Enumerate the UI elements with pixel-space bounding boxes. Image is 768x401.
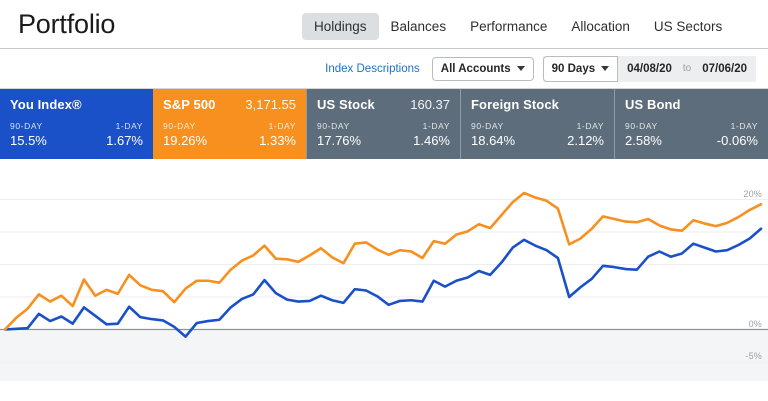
accounts-select[interactable]: All Accounts <box>431 56 534 81</box>
y-axis-tick-label: 0% <box>748 318 762 329</box>
card-values: 18.64% 2.12% <box>471 133 604 148</box>
card-period-value: 2.58% <box>625 133 662 148</box>
main-tabs: Holdings Balances Performance Allocation US … <box>302 13 734 40</box>
card-values: 15.5% 1.67% <box>10 133 143 148</box>
card-period-value: 15.5% <box>10 133 47 148</box>
card-day-label: 1-DAY <box>268 121 296 131</box>
tab-performance[interactable]: Performance <box>470 19 548 34</box>
card-day-value: 2.12% <box>567 133 604 148</box>
card-period-labels: 90-DAY 1-DAY <box>471 121 604 131</box>
card-index-value: 160.37 <box>410 97 450 112</box>
card-day-label: 1-DAY <box>576 121 604 131</box>
card-header: You Index® <box>10 97 143 112</box>
card-header: US Bond <box>625 97 758 112</box>
card-title: US Bond <box>625 97 681 112</box>
card-header: US Stock 160.37 <box>317 97 450 112</box>
accounts-select-label: All Accounts <box>440 62 511 75</box>
index-cards: You Index® 90-DAY 1-DAY 15.5% 1.67% S&P 500 3,… <box>0 89 768 170</box>
period-select-label: 90 Days <box>551 62 596 75</box>
card-day-value: 1.33% <box>259 133 296 148</box>
chart-line-you-index <box>3 227 763 338</box>
y-axis-tick-label: -5% <box>745 351 762 361</box>
date-range-group: 90 Days 04/08/20 to 07/06/20 <box>542 55 756 82</box>
chevron-down-icon <box>601 66 610 71</box>
card-period-label: 90-DAY <box>625 121 658 131</box>
card-period-labels: 90-DAY 1-DAY <box>317 121 450 131</box>
performance-chart: 20% 0% -5% <box>0 159 768 381</box>
card-period-label: 90-DAY <box>471 121 504 131</box>
period-select[interactable]: 90 Days <box>542 55 619 82</box>
card-period-label: 90-DAY <box>163 121 196 131</box>
index-descriptions-link[interactable]: Index Descriptions <box>325 62 420 75</box>
card-period-labels: 90-DAY 1-DAY <box>163 121 296 131</box>
filter-bar: Index Descriptions All Accounts 90 Days … <box>0 49 768 89</box>
card-period-label: 90-DAY <box>317 121 350 131</box>
card-title: S&P 500 <box>163 97 216 112</box>
index-card-you-index[interactable]: You Index® 90-DAY 1-DAY 15.5% 1.67% <box>0 89 153 159</box>
card-title: US Stock <box>317 97 375 112</box>
card-values: 2.58% -0.06% <box>625 133 758 148</box>
index-card-us-stock[interactable]: US Stock 160.37 90-DAY 1-DAY 17.76% 1.46% <box>306 89 460 159</box>
index-card-us-bond[interactable]: US Bond 90-DAY 1-DAY 2.58% -0.06% <box>614 89 768 159</box>
page-title: Portfolio <box>18 8 116 39</box>
card-period-value: 19.26% <box>163 133 208 148</box>
card-period-label: 90-DAY <box>10 121 43 131</box>
card-day-value: -0.06% <box>716 133 758 148</box>
card-title: You Index® <box>10 97 82 112</box>
index-card-s-p-500[interactable]: S&P 500 3,171.55 90-DAY 1-DAY 19.26% 1.33% <box>153 89 306 159</box>
card-values: 17.76% 1.46% <box>317 133 450 148</box>
tab-allocation[interactable]: Allocation <box>571 19 630 34</box>
card-period-labels: 90-DAY 1-DAY <box>10 121 143 131</box>
index-card-foreign-stock[interactable]: Foreign Stock 90-DAY 1-DAY 18.64% 2.12% <box>460 89 614 159</box>
card-period-value: 17.76% <box>317 133 362 148</box>
card-day-label: 1-DAY <box>115 121 143 131</box>
page-header: Portfolio Holdings Balances Performance All… <box>0 0 768 49</box>
date-start-field[interactable]: 04/08/20 <box>627 62 672 75</box>
chevron-down-icon <box>516 66 525 71</box>
tab-us-sectors[interactable]: US Sectors <box>653 19 723 34</box>
card-period-value: 18.64% <box>471 133 516 148</box>
date-end-field[interactable]: 07/06/20 <box>702 62 747 75</box>
chart-canvas <box>0 191 768 381</box>
y-axis-tick-label: 20% <box>743 188 762 199</box>
card-day-value: 1.46% <box>413 133 450 148</box>
chart-line-s-p-500 <box>3 191 763 331</box>
card-values: 19.26% 1.33% <box>163 133 296 148</box>
date-range-separator: to <box>682 63 692 74</box>
card-header: S&P 500 3,171.55 <box>163 97 296 112</box>
tab-holdings[interactable]: Holdings <box>302 13 379 40</box>
card-title: Foreign Stock <box>471 97 559 112</box>
card-index-value: 3,171.55 <box>245 97 296 112</box>
tab-balances[interactable]: Balances <box>390 19 447 34</box>
card-day-label: 1-DAY <box>730 121 758 131</box>
card-day-label: 1-DAY <box>422 121 450 131</box>
negative-region-shading <box>0 330 768 381</box>
card-period-labels: 90-DAY 1-DAY <box>625 121 758 131</box>
card-header: Foreign Stock <box>471 97 604 112</box>
card-day-value: 1.67% <box>106 133 143 148</box>
